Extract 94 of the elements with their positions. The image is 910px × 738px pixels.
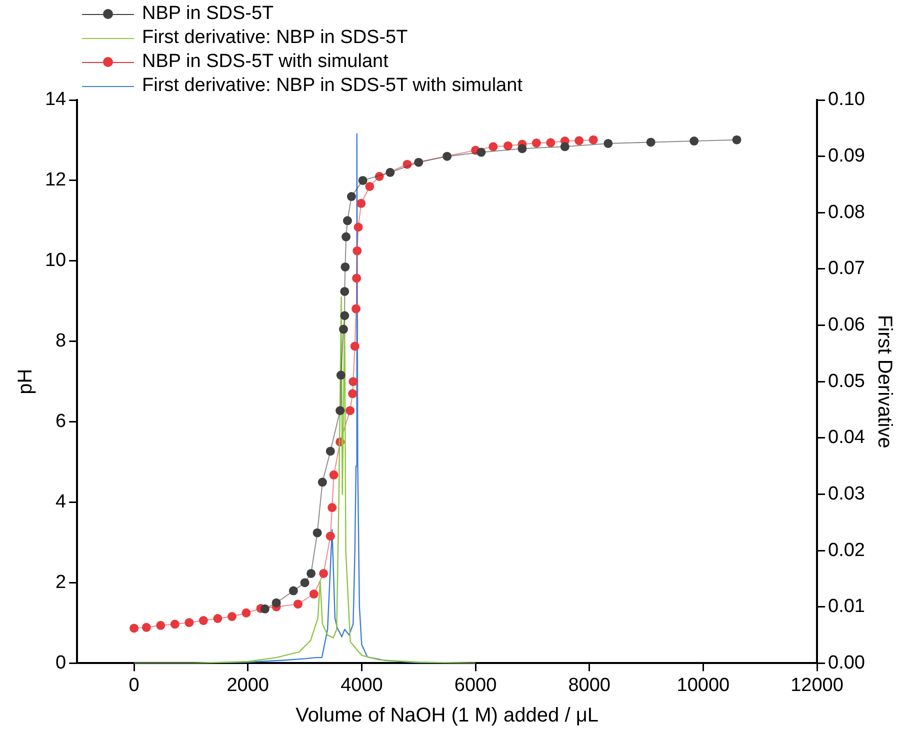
- x-tick-label: 0: [128, 674, 140, 696]
- point: [488, 142, 498, 152]
- point: [326, 446, 335, 456]
- y-tick-label: 8: [56, 330, 66, 352]
- point: [352, 246, 362, 256]
- point: [329, 470, 338, 480]
- point: [348, 377, 358, 386]
- point: [690, 136, 699, 146]
- point: [328, 503, 337, 512]
- y2-tick-label: 0.01: [828, 596, 866, 618]
- point: [342, 232, 351, 242]
- point: [560, 142, 570, 152]
- point: [346, 192, 356, 202]
- x-tick-label: 12000: [790, 674, 844, 696]
- point: [319, 568, 328, 578]
- point: [588, 135, 598, 144]
- point: [340, 262, 350, 272]
- point: [242, 608, 251, 618]
- legend-label: NBP in SDS-5T: [142, 3, 274, 25]
- legend-label: First derivative: NBP in SDS-5T with simulant: [142, 75, 522, 97]
- x-tick-label: 4000: [340, 674, 383, 696]
- point: [300, 578, 310, 588]
- y-tick-label: 12: [44, 170, 66, 191]
- point: [198, 616, 208, 626]
- point: [346, 406, 355, 416]
- point: [532, 138, 541, 148]
- point: [312, 528, 322, 538]
- y-tick-label: 0: [56, 652, 66, 674]
- y-tick-label: 4: [56, 492, 67, 513]
- point: [272, 598, 281, 608]
- point: [228, 612, 236, 622]
- point: [260, 604, 270, 614]
- point: [386, 168, 395, 177]
- point: [352, 274, 362, 283]
- y-tick-label: 14: [44, 89, 67, 110]
- y-tick-label: 2: [56, 572, 66, 593]
- y2-tick-label: 0.00: [828, 652, 866, 674]
- x-tick-label: 10000: [676, 674, 730, 696]
- y-tick-label: 6: [56, 411, 66, 432]
- point: [374, 172, 384, 181]
- point: [646, 138, 656, 147]
- point: [338, 324, 348, 334]
- point: [503, 141, 512, 150]
- point: [365, 182, 374, 191]
- x-tick-label: 2000: [226, 674, 270, 696]
- point: [340, 286, 350, 296]
- point: [414, 158, 424, 167]
- point: [288, 586, 298, 596]
- point: [402, 160, 412, 169]
- point: [342, 216, 352, 226]
- point: [213, 614, 222, 624]
- y2-axis-title: First Derivative: [873, 314, 896, 448]
- x-tick-label: 8000: [568, 674, 611, 696]
- point: [306, 568, 316, 578]
- y2-tick-label: 0.09: [828, 146, 866, 167]
- point: [354, 222, 363, 232]
- y2-tick-label: 0.03: [828, 483, 866, 504]
- point: [732, 135, 742, 144]
- y2-tick-label: 0.04: [828, 427, 866, 448]
- point: [352, 304, 361, 314]
- point: [442, 152, 452, 161]
- point: [574, 136, 584, 146]
- point: [604, 138, 613, 148]
- point: [309, 590, 318, 599]
- point: [130, 624, 139, 633]
- point: [336, 370, 346, 380]
- y2-tick-label: 0.10: [828, 89, 866, 110]
- y2-tick-label: 0.08: [828, 202, 866, 223]
- point: [142, 622, 151, 632]
- point: [326, 532, 335, 541]
- point: [170, 620, 180, 629]
- point: [336, 406, 345, 416]
- y2-tick-label: 0.02: [828, 540, 866, 561]
- x-tick-label: 6000: [454, 674, 497, 696]
- point: [184, 618, 194, 628]
- legend-label: First derivative: NBP in SDS-5T: [142, 27, 408, 49]
- legend-label: NBP in SDS-5T with simulant: [142, 51, 388, 73]
- point: [518, 144, 527, 154]
- point: [156, 620, 166, 630]
- point: [476, 148, 486, 157]
- point: [340, 311, 350, 320]
- point: [318, 478, 327, 487]
- y2-tick-label: 0.05: [828, 370, 866, 392]
- point: [356, 198, 366, 208]
- point: [350, 342, 360, 351]
- x-axis-title: Volume of NaOH (1 M) added / μL: [296, 704, 598, 727]
- point: [293, 600, 302, 609]
- y-tick-label: 10: [44, 250, 66, 272]
- point: [358, 176, 368, 185]
- y-axis-title: pH: [14, 368, 37, 394]
- point: [348, 389, 358, 398]
- y2-tick-label: 0.06: [828, 314, 866, 336]
- point: [546, 138, 556, 148]
- y2-tick-label: 0.07: [828, 258, 866, 280]
